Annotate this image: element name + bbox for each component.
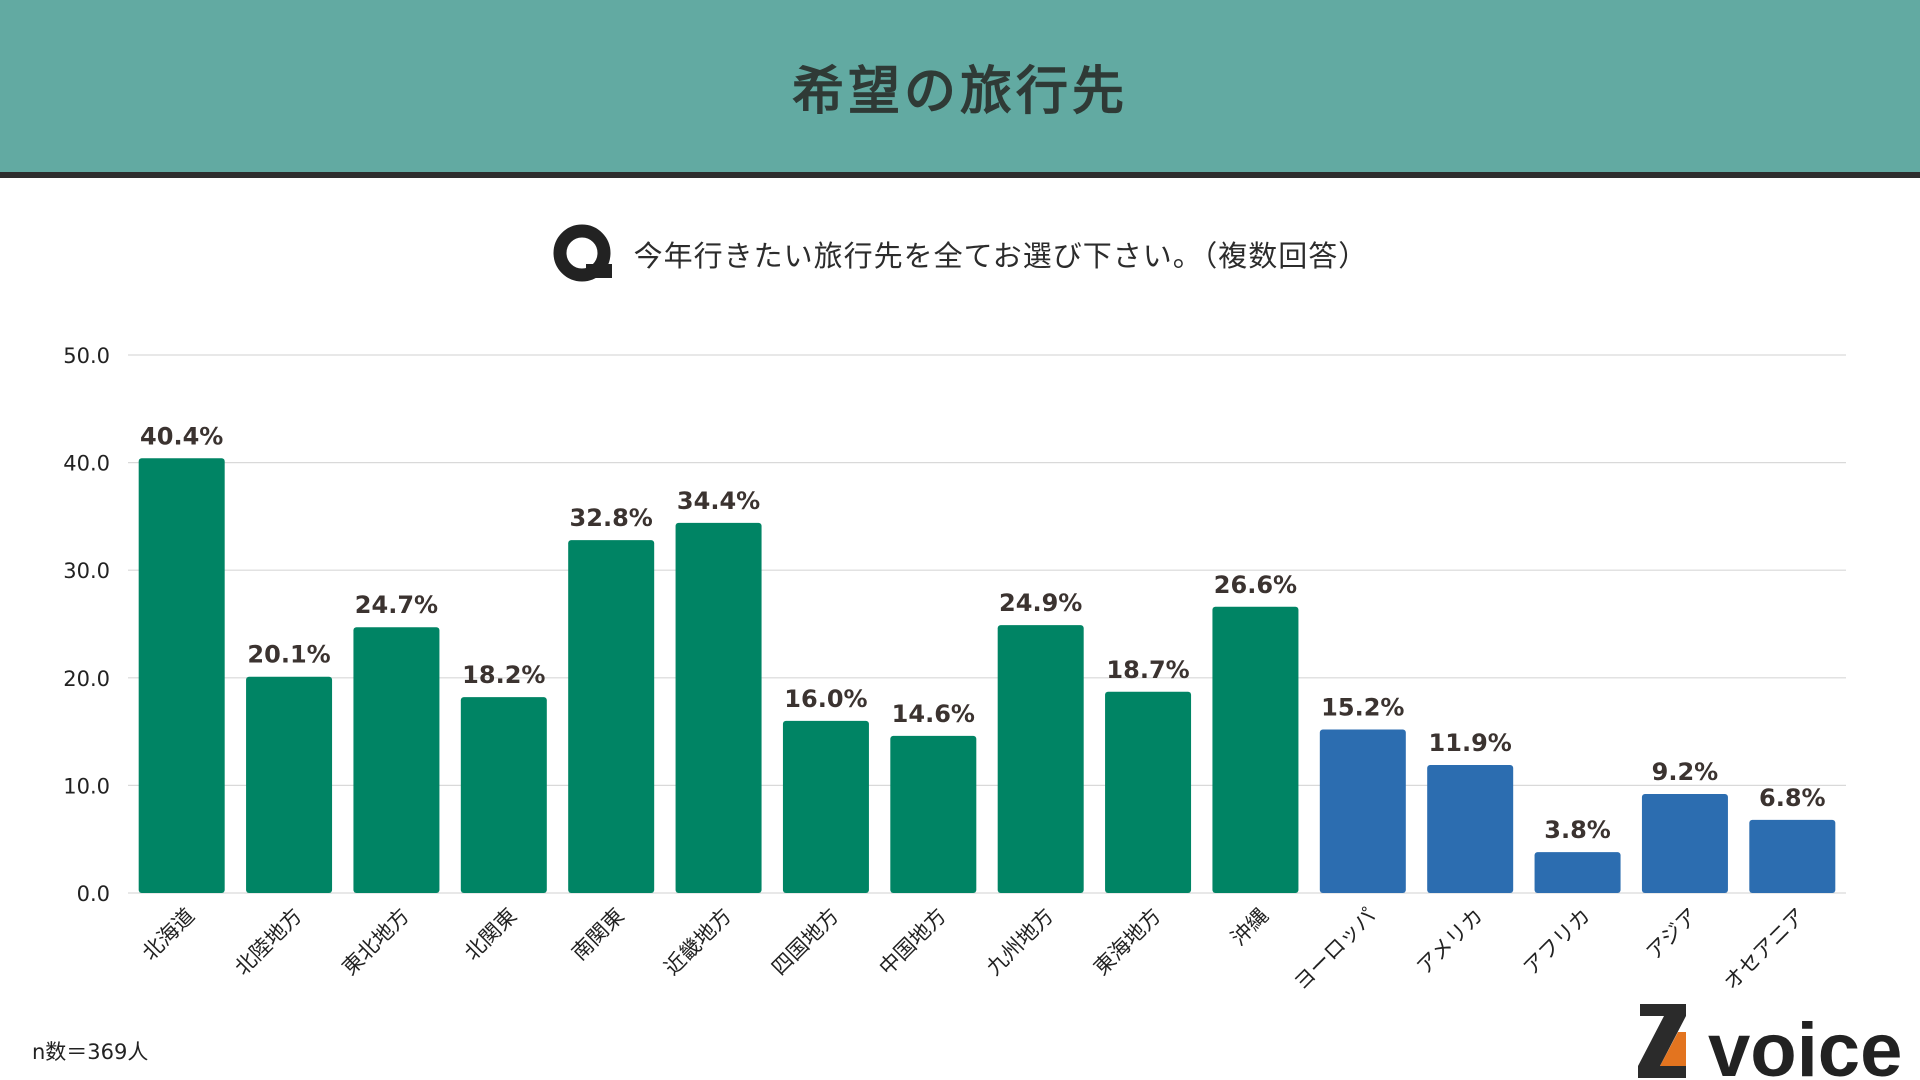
x-tick-label: 北関東 xyxy=(460,904,522,966)
x-tick-label: アジア xyxy=(1642,904,1703,965)
y-tick-label: 10.0 xyxy=(63,774,110,798)
bar xyxy=(890,735,977,893)
x-tick-label: 九州地方 xyxy=(982,904,1058,980)
bar-chart: 0.0 10.0 20.0 30.0 40.0 50.0 40.4% 北海道 20.1% 北陸地方… xyxy=(63,344,1846,995)
data-label: 34.4% xyxy=(677,487,760,515)
bar xyxy=(1749,819,1836,893)
y-tick-label: 40.0 xyxy=(63,452,110,476)
x-tick-label: 北海道 xyxy=(138,904,200,966)
question-line: 今年行きたい旅行先を全てお選び下さい。（複数回答） xyxy=(0,222,1920,286)
data-label: 6.8% xyxy=(1759,784,1826,812)
q-icon xyxy=(553,224,612,282)
bar xyxy=(460,697,547,893)
x-tick-label: アメリカ xyxy=(1412,904,1488,980)
data-label: 40.4% xyxy=(140,422,223,450)
data-label: 32.8% xyxy=(570,504,653,532)
data-label: 18.2% xyxy=(462,661,545,689)
data-label: 14.6% xyxy=(892,700,975,728)
data-label: 26.6% xyxy=(1214,571,1297,599)
data-label: 15.2% xyxy=(1321,693,1404,721)
bar xyxy=(675,522,762,893)
data-label: 3.8% xyxy=(1544,816,1611,844)
bar xyxy=(246,676,333,893)
bar xyxy=(1212,606,1299,893)
data-label: 9.2% xyxy=(1652,758,1719,786)
x-tick-label: 北陸地方 xyxy=(230,904,306,980)
bar xyxy=(138,458,225,893)
y-tick-label: 0.0 xyxy=(77,882,110,906)
x-tick-label: オセアニア xyxy=(1719,904,1810,995)
data-label: 11.9% xyxy=(1429,729,1512,757)
bar xyxy=(997,625,1084,893)
page-title: 希望の旅行先 xyxy=(791,61,1128,122)
bar xyxy=(568,540,655,893)
x-tick-label: 東北地方 xyxy=(338,904,414,980)
logo-text: voice xyxy=(1708,1008,1902,1080)
bar xyxy=(782,720,869,893)
y-tick-label: 20.0 xyxy=(63,667,110,691)
x-tick-label: 四国地方 xyxy=(767,904,843,980)
x-tick-label: 東海地方 xyxy=(1089,904,1165,980)
x-tick-label: 中国地方 xyxy=(874,904,950,980)
zvoice-logo: voice xyxy=(1638,1004,1902,1080)
bar xyxy=(1641,794,1728,893)
bar xyxy=(1319,729,1406,893)
data-label: 20.1% xyxy=(247,641,330,669)
sample-size-label: n数＝369人 xyxy=(32,1040,149,1064)
bar xyxy=(353,627,440,893)
x-tick-label: アフリカ xyxy=(1519,904,1595,980)
data-label: 16.0% xyxy=(784,685,867,713)
question-text: 今年行きたい旅行先を全てお選び下さい。（複数回答） xyxy=(633,239,1369,273)
header-bar: 希望の旅行先 xyxy=(0,0,1920,178)
x-tick-label: 南関東 xyxy=(567,904,629,966)
bar xyxy=(1534,852,1621,893)
y-tick-label: 50.0 xyxy=(63,344,110,368)
data-label: 18.7% xyxy=(1106,656,1189,684)
data-label: 24.9% xyxy=(999,589,1082,617)
x-tick-label: ヨーロッパ xyxy=(1289,904,1380,995)
bar xyxy=(1427,764,1514,893)
data-label: 24.7% xyxy=(355,591,438,619)
y-tick-label: 30.0 xyxy=(63,559,110,583)
bar xyxy=(1105,691,1192,893)
x-tick-label: 近畿地方 xyxy=(660,904,736,980)
x-tick-label: 沖縄 xyxy=(1226,904,1273,951)
